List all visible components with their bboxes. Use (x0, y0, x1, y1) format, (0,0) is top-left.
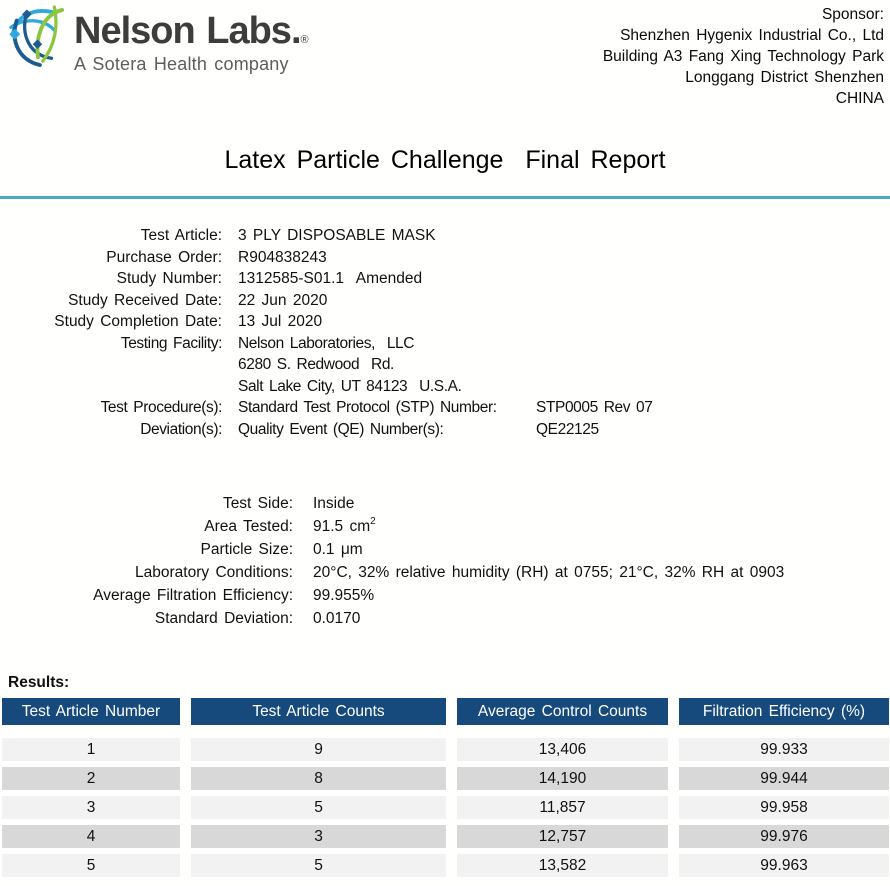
info-value: Standard Test Protocol (STP) Number: STP0… (222, 397, 653, 419)
condition-label: Particle Size: (200, 541, 293, 558)
report-info-block: Test Article: 3 PLY DISPOSABLE MASK Purc… (0, 225, 890, 440)
info-row: Test Procedure(s): Standard Test Protoco… (0, 397, 890, 419)
sponsor-block: Sponsor: Shenzhen Hygenix Industrial Co.… (603, 4, 884, 109)
sponsor-country: CHINA (835, 90, 884, 107)
info-label: Testing Facility: (120, 334, 223, 352)
info-value: 22 Jun 2020 (238, 291, 328, 309)
condition-row: Standard Deviation: 0.0170 (0, 607, 890, 630)
condition-value: 20°C, 32% relative humidity (RH) at 0755… (313, 564, 785, 581)
brand-tagline: A Sotera Health company (74, 54, 289, 74)
condition-label: Average Filtration Efficiency: (93, 587, 293, 604)
condition-label: Area Tested: (204, 518, 293, 535)
table-cell: 5 (191, 796, 446, 819)
sponsor-company: Shenzhen Hygenix Industrial Co., Ltd (620, 27, 884, 44)
info-subvalue: STP0005 Rev 07 (536, 399, 653, 416)
sponsor-address-line: Longgang District Shenzhen (685, 69, 884, 86)
table-cell: 12,757 (457, 825, 668, 848)
info-row: Testing Facility: Nelson Laboratories, L… (0, 333, 890, 355)
info-row: 6280 S. Redwood Rd. (0, 354, 890, 376)
table-cell: 11,857 (457, 796, 668, 819)
info-value: R904838243 (238, 248, 327, 266)
info-value: 13 Jul 2020 (238, 313, 323, 330)
condition-value: 91.5 cm2 (293, 515, 376, 538)
column-header-test-article-counts: Test Article Counts (191, 698, 446, 725)
info-subvalue: QE22125 (536, 420, 599, 438)
info-value: Salt Lake City, UT 84123 U.S.A. (238, 377, 462, 395)
table-cell: 5 (191, 854, 446, 877)
info-value: 6280 S. Redwood Rd. (238, 356, 394, 373)
info-row: Test Article: 3 PLY DISPOSABLE MASK (0, 225, 890, 247)
table-cell: 9 (191, 738, 446, 761)
info-row: Purchase Order: R904838243 (0, 247, 890, 269)
info-label: Deviation(s): (140, 420, 222, 438)
table-cell: 13,406 (457, 738, 668, 761)
column-header-filtration-efficiency: Filtration Efficiency (%) (679, 698, 889, 725)
results-table: Test Article Number Test Article Counts … (2, 698, 889, 877)
brand-wordmark: Nelson Labs. (74, 10, 301, 52)
info-label: Purchase Order: (106, 248, 222, 266)
info-value: 3 PLY DISPOSABLE MASK (238, 227, 436, 244)
info-row: Study Received Date: 22 Jun 2020 (0, 290, 890, 312)
info-value: Quality Event (QE) Number(s): QE22125 (222, 419, 599, 441)
report-title: Latex Particle Challenge Final Report (224, 146, 666, 174)
info-sublabel: Standard Test Protocol (STP) Number: (238, 399, 497, 416)
condition-value: 0.0170 (313, 610, 361, 627)
page-header: Nelson Labs.® A Sotera Health company Sp… (0, 0, 890, 109)
info-row: Deviation(s): Quality Event (QE) Number(… (0, 419, 890, 441)
condition-row: Area Tested: 91.5 cm2 (0, 515, 890, 538)
globe-logo-icon (9, 5, 65, 67)
info-row: Salt Lake City, UT 84123 U.S.A. (0, 376, 890, 398)
table-cell: 5 (2, 854, 180, 877)
nelson-labs-logo: Nelson Labs.® A Sotera Health company (8, 4, 309, 75)
results-heading: Results: (8, 674, 70, 691)
table-cell: 99.944 (679, 767, 889, 790)
condition-label: Laboratory Conditions: (135, 564, 293, 581)
info-label: Study Completion Date: (54, 313, 222, 330)
table-cell: 99.976 (679, 825, 889, 848)
sponsor-address-line: Building A3 Fang Xing Technology Park (602, 48, 884, 65)
registered-mark: ® (300, 34, 309, 46)
condition-label: Test Side: (222, 495, 293, 512)
area-value: 91.5 cm (313, 518, 371, 535)
info-label: Test Procedure(s): (100, 399, 223, 416)
table-cell: 99.958 (679, 796, 889, 819)
info-row: Study Completion Date: 13 Jul 2020 (0, 311, 890, 333)
info-sublabel: Quality Event (QE) Number(s): (238, 420, 444, 438)
condition-value: 0.1 μm (313, 541, 363, 558)
table-cell: 1 (2, 738, 180, 761)
title-divider (0, 196, 890, 199)
table-cell: 2 (2, 767, 180, 790)
condition-row: Average Filtration Efficiency: 99.955% (0, 584, 890, 607)
info-label: Study Received Date: (68, 291, 222, 309)
brand-text: Nelson Labs.® A Sotera Health company (74, 4, 309, 75)
condition-label: Standard Deviation: (154, 610, 293, 627)
condition-row: Test Side: Inside (0, 492, 890, 515)
table-cell: 3 (191, 825, 446, 848)
column-header-test-article-number: Test Article Number (2, 698, 180, 725)
info-value: 1312585-S01.1 Amended (238, 270, 423, 287)
info-label: Study Number: (116, 270, 222, 287)
table-cell: 99.963 (679, 854, 889, 877)
info-row: Study Number: 1312585-S01.1 Amended (0, 268, 890, 290)
table-cell: 3 (2, 796, 180, 819)
table-cell: 4 (2, 825, 180, 848)
condition-value: 99.955% (313, 587, 375, 604)
info-label (0, 376, 222, 398)
column-header-average-control-counts: Average Control Counts (457, 698, 668, 725)
sponsor-label: Sponsor: (821, 6, 884, 23)
table-cell: 13,582 (457, 854, 668, 877)
condition-value: Inside (313, 495, 355, 512)
table-cell: 8 (191, 767, 446, 790)
table-cell: 99.933 (679, 738, 889, 761)
superscript-2: 2 (370, 515, 376, 527)
condition-row: Particle Size: 0.1 μm (0, 538, 890, 561)
test-conditions-block: Test Side: Inside Area Tested: 91.5 cm2 … (0, 492, 890, 630)
condition-row: Laboratory Conditions: 20°C, 32% relativ… (0, 561, 890, 584)
info-label (0, 354, 222, 376)
table-cell: 14,190 (457, 767, 668, 790)
info-value: Nelson Laboratories, LLC (238, 334, 415, 352)
info-label: Test Article: (140, 227, 222, 244)
